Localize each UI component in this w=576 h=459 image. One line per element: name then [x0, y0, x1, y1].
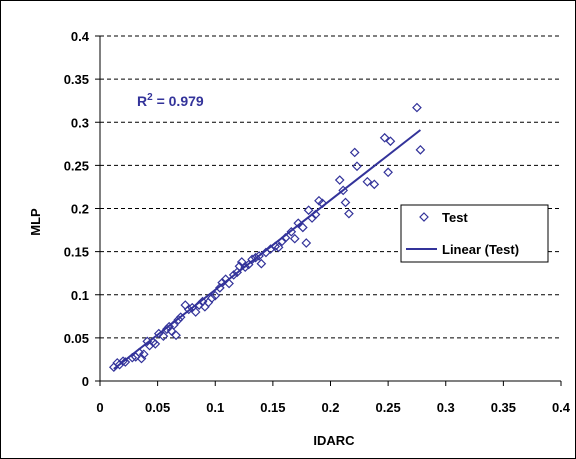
data-point-10: [142, 336, 153, 347]
data-point-49: [270, 241, 281, 252]
scatter-points: [108, 102, 426, 373]
x-tick-label-0.3: 0.3: [437, 400, 455, 415]
data-point-54: [289, 233, 300, 244]
data-point-4: [120, 357, 131, 367]
y-tick-labels: 0 0.05 0.1 0.15 0.2 0.25 0.3 0.35 0.4: [64, 29, 90, 389]
r-squared-annotation: R2 = 0.979: [137, 92, 204, 109]
data-point-36: [224, 278, 234, 289]
data-point-66: [344, 208, 354, 219]
data-point-51: [277, 236, 287, 247]
data-point-15: [158, 331, 169, 341]
data-point-3: [118, 356, 128, 367]
data-point-67: [349, 147, 360, 158]
data-point-38: [232, 267, 242, 278]
y-tick-label-0.4: 0.4: [71, 29, 90, 44]
data-point-44: [250, 252, 261, 263]
data-point-37: [228, 270, 239, 280]
y-tick-label-0.25: 0.25: [64, 158, 89, 173]
x-tick-label-0: 0: [96, 400, 103, 415]
x-tick-label-0.35: 0.35: [491, 400, 516, 415]
data-point-59: [307, 213, 317, 223]
y-tick-label-0.05: 0.05: [64, 331, 89, 346]
data-point-43: [247, 254, 257, 265]
data-point-26: [190, 307, 201, 317]
legend: Test Linear (Test): [400, 204, 549, 263]
x-tick-labels: 0 0.05 0.1 0.15 0.2 0.25 0.3 0.35 0.4: [96, 400, 570, 415]
data-point-69: [362, 176, 373, 187]
data-point-22: [175, 312, 186, 323]
x-tick-label-0.4: 0.4: [552, 400, 571, 415]
data-point-63: [334, 175, 345, 185]
data-point-41: [240, 262, 251, 272]
data-point-5: [127, 352, 138, 363]
legend-marker-test: [419, 212, 429, 222]
y-tick-label-0.2: 0.2: [71, 202, 89, 217]
data-point-31: [206, 293, 217, 304]
data-point-73: [385, 136, 396, 147]
data-point-56: [297, 222, 308, 233]
x-tick-label-0.1: 0.1: [206, 400, 224, 415]
data-point-18: [166, 326, 177, 336]
y-axis-title: MLP: [28, 208, 43, 236]
y-tick-label-0.3: 0.3: [71, 115, 89, 130]
legend-label-linear: Linear (Test): [442, 242, 519, 257]
data-point-24: [183, 304, 194, 315]
data-point-27: [194, 300, 204, 310]
data-point-58: [303, 205, 314, 216]
data-point-53: [286, 226, 297, 237]
x-tick-label-0.15: 0.15: [260, 400, 285, 415]
data-point-65: [340, 197, 351, 208]
x-axis-title: IDARC: [313, 433, 355, 448]
data-point-46: [256, 258, 267, 269]
y-tick-label-0: 0: [82, 374, 89, 389]
data-point-74: [412, 102, 422, 113]
data-point-70: [369, 179, 380, 190]
x-tick-label-0.05: 0.05: [145, 400, 170, 415]
data-point-50: [273, 242, 284, 253]
x-tick-label-0.2: 0.2: [321, 400, 339, 415]
legend-label-test: Test: [442, 210, 468, 225]
data-point-32: [210, 290, 221, 301]
data-point-62: [317, 198, 328, 209]
data-point-16: [161, 324, 172, 335]
axes: [95, 35, 562, 386]
data-point-60: [310, 209, 321, 220]
data-point-75: [415, 145, 426, 155]
data-point-45: [254, 251, 264, 261]
data-point-64: [338, 185, 349, 196]
data-point-55: [293, 218, 304, 229]
data-point-13: [150, 339, 161, 349]
data-point-71: [379, 132, 390, 143]
y-tick-label-0.15: 0.15: [64, 245, 89, 260]
data-point-52: [280, 232, 291, 243]
x-tick-label-0.25: 0.25: [375, 400, 400, 415]
data-point-19: [168, 320, 179, 330]
data-point-57: [301, 238, 312, 248]
data-point-9: [138, 349, 149, 360]
data-point-17: [164, 321, 174, 332]
data-point-14: [153, 328, 164, 339]
y-tick-label-0.1: 0.1: [71, 288, 89, 303]
y-tick-label-0.35: 0.35: [64, 72, 89, 87]
data-point-68: [352, 161, 362, 172]
data-point-72: [383, 167, 393, 178]
data-point-21: [173, 314, 184, 325]
data-point-34: [217, 277, 228, 288]
data-point-20: [171, 330, 181, 341]
